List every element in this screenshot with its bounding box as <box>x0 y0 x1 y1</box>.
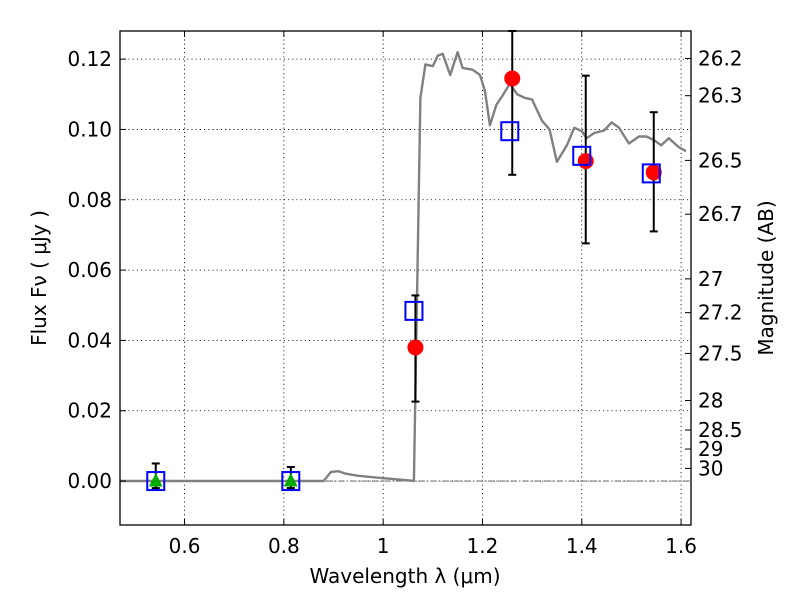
y-tick-label: 0.02 <box>67 399 112 423</box>
magnitude-tick-label: 27 <box>698 267 723 291</box>
model-photometry-square <box>146 471 166 492</box>
right-y-axis-title: Magnitude (AB) <box>754 200 778 355</box>
plot-frame <box>119 30 692 526</box>
model-photometry-square <box>572 145 592 166</box>
magnitude-tick-label: 30 <box>698 456 723 480</box>
magnitude-tick-label: 26.5 <box>698 148 743 172</box>
y-tick-label: 0.00 <box>67 469 112 493</box>
y-tick-label: 0.04 <box>67 328 112 352</box>
y-tick-label: 0.12 <box>67 47 112 71</box>
y-tick-label: 0.06 <box>67 258 112 282</box>
model-photometry-square <box>641 163 661 184</box>
observed-flux-point <box>407 339 424 356</box>
y-tick-label: 0.08 <box>67 188 112 212</box>
y-axis-title: Flux Fν ( μJy ) <box>27 210 51 346</box>
magnitude-tick-label: 28 <box>698 389 723 413</box>
x-tick-label: 1.4 <box>566 534 598 558</box>
data-series <box>120 30 687 492</box>
x-tick-label: 0.6 <box>169 534 201 558</box>
magnitude-tick-label: 27.2 <box>698 301 743 325</box>
upper-limit-triangle <box>148 472 163 487</box>
model-spectrum-line <box>120 50 687 483</box>
observed-flux-point <box>504 70 521 87</box>
x-tick-label: 1.6 <box>665 534 697 558</box>
x-tick-label: 1.2 <box>467 534 499 558</box>
model-photometry-square <box>281 471 301 492</box>
magnitude-tick-label: 26.2 <box>698 46 743 70</box>
x-tick-label: 1 <box>377 534 390 558</box>
model-photometry-square <box>500 121 520 142</box>
magnitude-tick-label: 28.5 <box>698 418 743 442</box>
magnitude-tick-label: 26.3 <box>698 84 743 108</box>
magnitude-tick-label: 27.5 <box>698 341 743 365</box>
magnitude-tick-label: 26.7 <box>698 202 743 226</box>
axis-ticks: 0.6 0.8 1 1.2 1.4 1.6 0.00 0.02 0.04 0.06 0.08 0.10… <box>67 31 743 558</box>
y-tick-label: 0.10 <box>67 117 112 141</box>
x-axis-title: Wavelength λ (μm) <box>309 564 500 588</box>
x-tick-label: 0.8 <box>268 534 300 558</box>
magnitude-tick-label: 29 <box>698 437 723 461</box>
model-photometry-square <box>404 300 424 321</box>
gridlines <box>120 31 691 525</box>
upper-limit-triangle <box>283 472 298 487</box>
